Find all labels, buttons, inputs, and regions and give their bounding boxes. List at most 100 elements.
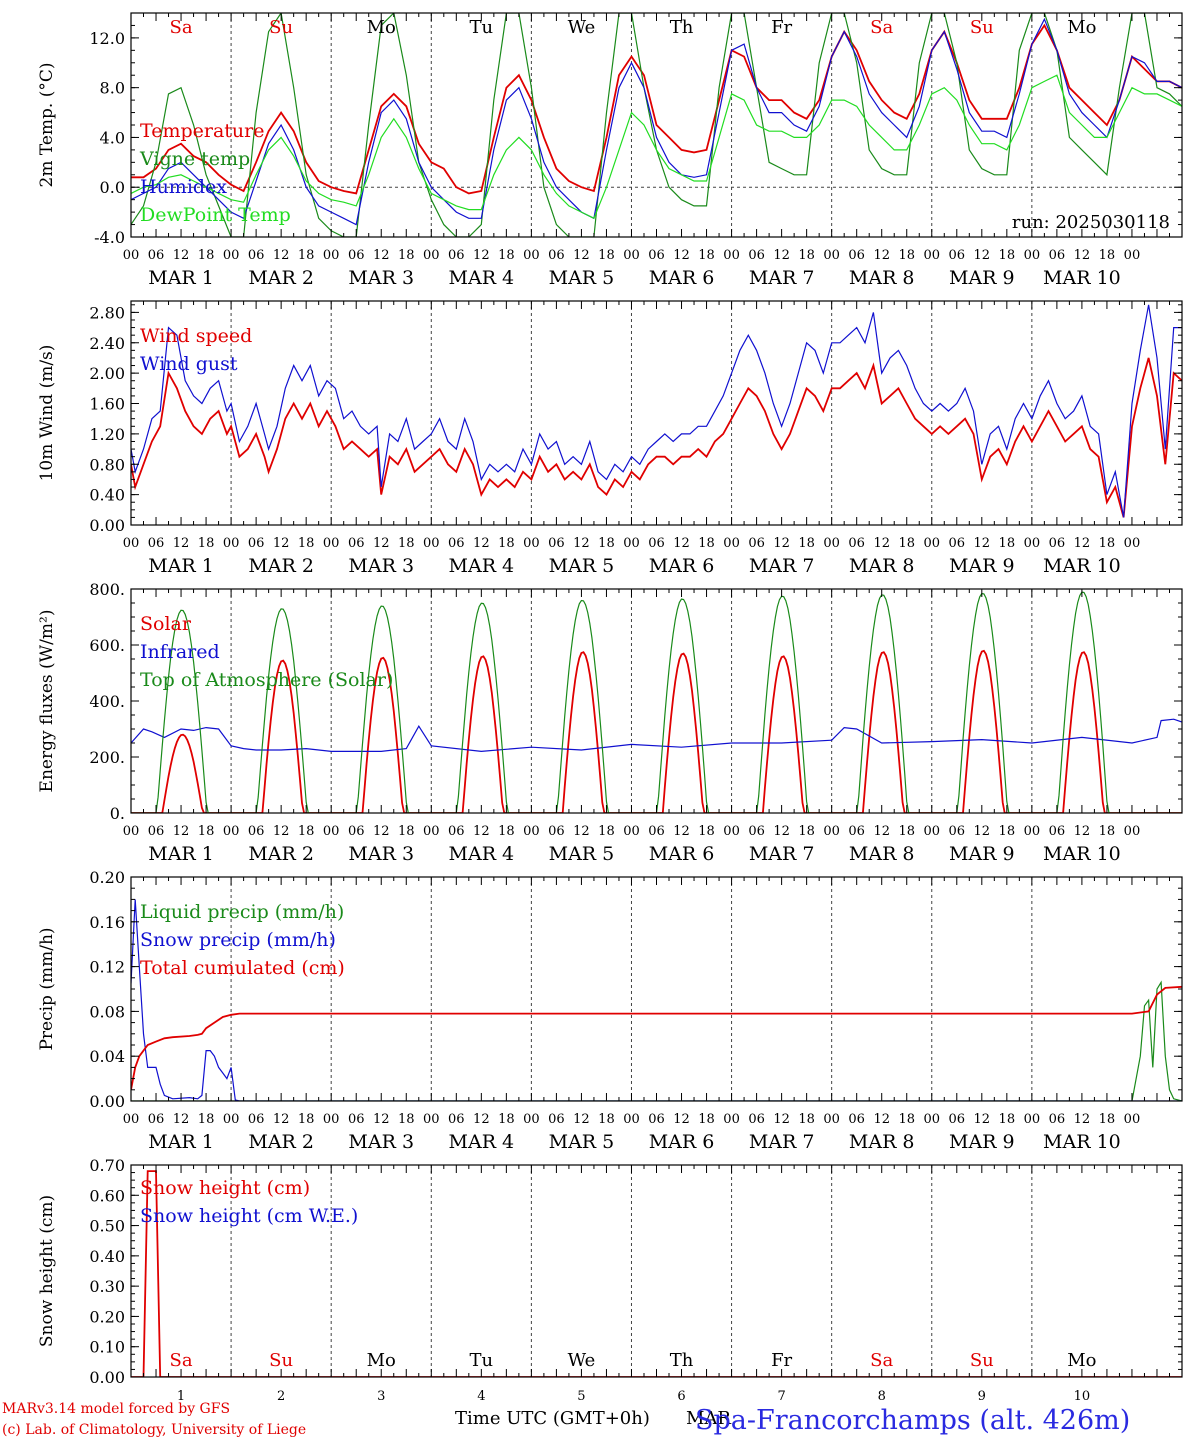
hour-tick-label: 18: [898, 824, 915, 839]
date-label: MAR 10: [1043, 1131, 1121, 1153]
hour-tick-label: 18: [498, 824, 515, 839]
hour-tick-label: 06: [1049, 1112, 1066, 1127]
y-tick-label: 0.40: [89, 486, 125, 505]
date-label: MAR 3: [348, 1131, 414, 1153]
day-name: Su: [269, 17, 293, 38]
date-label: MAR 2: [248, 1131, 314, 1153]
hour-tick-label: 18: [999, 824, 1016, 839]
hour-tick-label: 12: [373, 1112, 390, 1127]
day-name: Th: [670, 1350, 694, 1371]
y-tick-label: 0.: [110, 804, 125, 823]
date-label: MAR 6: [649, 555, 715, 577]
hour-tick-label: 00: [1024, 1112, 1041, 1127]
station-title: Spa-Francorchamps (alt. 426m): [695, 1405, 1130, 1436]
date-label: 3: [377, 1389, 385, 1404]
hour-tick-label: 18: [198, 248, 215, 263]
day-name: Tu: [470, 17, 494, 38]
hour-tick-label: 18: [898, 248, 915, 263]
date-label: MAR 8: [849, 1131, 915, 1153]
month-overlap: MAR: [686, 1408, 731, 1429]
date-label: MAR 4: [449, 555, 515, 577]
y-tick-label: 2.40: [89, 334, 125, 353]
panels: -4.0 0.0 4.0 8.0 12.0 2m Temp. (°C) Temperatur…: [37, 12, 1183, 1404]
hour-tick-label: 18: [898, 1112, 915, 1127]
day-name: Mo: [367, 1350, 396, 1371]
hour-tick-label: 12: [773, 1112, 790, 1127]
y-axis-label: 2m Temp. (°C): [37, 62, 57, 187]
y-tick-label: 12.0: [89, 29, 125, 48]
hour-tick-label: 00: [723, 248, 740, 263]
date-label: 2: [277, 1389, 285, 1404]
plot-frame: [130, 588, 1183, 814]
hour-tick-label: 06: [248, 536, 265, 551]
day-name: Sa: [870, 1350, 893, 1371]
hour-tick-label: 12: [373, 248, 390, 263]
day-name: Sa: [170, 17, 193, 38]
hour-tick-label: 00: [223, 824, 240, 839]
series-line-2-1: [131, 718, 1182, 753]
y-axis-label: 10m Wind (m/s): [37, 345, 57, 482]
series-line-2-2: [131, 591, 1182, 813]
hour-tick-label: 12: [173, 248, 190, 263]
y-tick-label: 0.70: [89, 1156, 125, 1175]
date-label: MAR 1: [148, 1131, 214, 1153]
y-tick-label: 0.00: [89, 1368, 125, 1387]
hour-tick-label: 06: [848, 536, 865, 551]
hour-tick-label: 12: [673, 824, 690, 839]
legend-entry: Snow height (cm): [140, 1177, 310, 1199]
y-tick-label: 0.16: [89, 913, 125, 932]
hour-tick-label: 06: [648, 248, 665, 263]
hour-tick-label: 06: [248, 1112, 265, 1127]
hour-tick-label: 12: [473, 536, 490, 551]
hour-tick-label: 00: [523, 248, 540, 263]
hour-tick-label: 06: [348, 248, 365, 263]
hour-tick-label: 00: [723, 536, 740, 551]
y-tick-label: 200.: [89, 748, 125, 767]
y-tick-label: 0.12: [89, 958, 125, 977]
hour-tick-label: 18: [798, 824, 815, 839]
day-name: Th: [670, 17, 694, 38]
hour-tick-label: 12: [173, 536, 190, 551]
hour-tick-label: 18: [498, 1112, 515, 1127]
hour-tick-label: 12: [974, 536, 991, 551]
hour-tick-label: 00: [223, 1112, 240, 1127]
panel-3: 0.00 0.04 0.08 0.12 0.16 0.20 Precip (mm/h) Liq…: [37, 868, 1183, 1153]
y-tick-label: 0.30: [89, 1277, 125, 1296]
hour-tick-label: 18: [698, 536, 715, 551]
hour-tick-label: 18: [398, 824, 415, 839]
hour-tick-label: 12: [473, 1112, 490, 1127]
day-name: Su: [970, 17, 994, 38]
hour-tick-label: 12: [573, 1112, 590, 1127]
hour-tick-label: 00: [223, 536, 240, 551]
hour-tick-label: 06: [248, 248, 265, 263]
date-label: MAR 1: [148, 843, 214, 865]
hour-tick-label: 06: [148, 536, 165, 551]
hour-tick-label: 06: [949, 536, 966, 551]
hour-tick-label: 18: [698, 1112, 715, 1127]
hour-tick-label: 18: [999, 536, 1016, 551]
hour-tick-label: 12: [273, 824, 290, 839]
day-name: We: [568, 1350, 596, 1371]
date-label: 5: [577, 1389, 585, 1404]
date-label: 4: [477, 1389, 485, 1404]
hour-tick-label: 18: [298, 248, 315, 263]
panel-0: -4.0 0.0 4.0 8.0 12.0 2m Temp. (°C) Temperatur…: [37, 12, 1183, 289]
date-label: MAR 4: [449, 843, 515, 865]
hour-tick-label: 00: [523, 824, 540, 839]
hour-tick-label: 06: [748, 824, 765, 839]
date-label: MAR 3: [348, 267, 414, 289]
hour-tick-label: 00: [923, 824, 940, 839]
y-tick-label: 0.80: [89, 455, 125, 474]
hour-tick-label: 00: [223, 248, 240, 263]
y-tick-label: 2.80: [89, 303, 125, 322]
hour-tick-label: 00: [1124, 248, 1141, 263]
hour-tick-label: 18: [198, 1112, 215, 1127]
hour-tick-label: 12: [974, 248, 991, 263]
hour-tick-label: 18: [1099, 536, 1116, 551]
hour-tick-label: 06: [949, 248, 966, 263]
date-label: MAR 6: [649, 843, 715, 865]
date-label: MAR 5: [549, 843, 615, 865]
hour-tick-label: 12: [573, 536, 590, 551]
legend-entry: Top of Atmosphere (Solar): [140, 669, 393, 691]
hour-tick-label: 18: [598, 536, 615, 551]
